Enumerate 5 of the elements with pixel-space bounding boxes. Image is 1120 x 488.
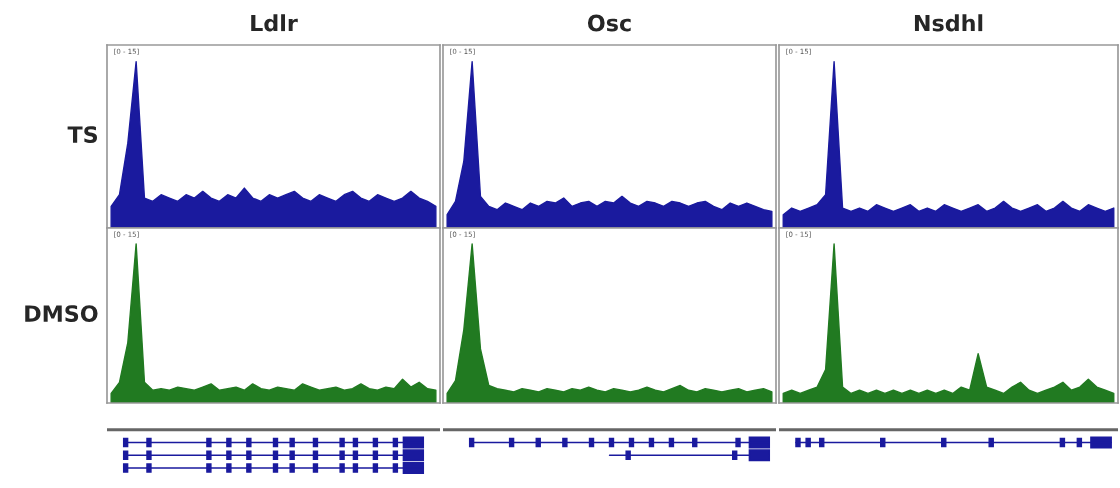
chart-title: Nsdhl bbox=[914, 14, 983, 32]
y-axis-title: DMSO bbox=[25, 305, 98, 322]
chart-title: Ldlr bbox=[251, 14, 298, 32]
chart-title: Osc bbox=[587, 14, 631, 32]
y-axis-title: TS bbox=[67, 126, 98, 143]
